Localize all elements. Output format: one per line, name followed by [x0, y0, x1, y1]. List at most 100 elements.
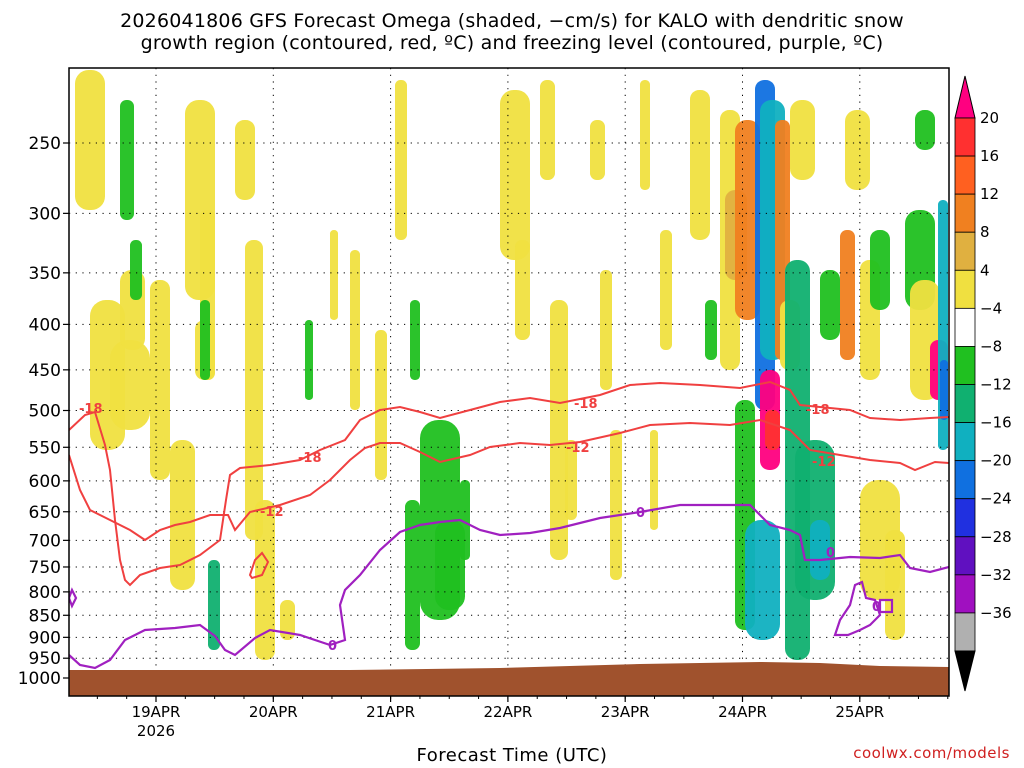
- y-tick-label: 500: [29, 402, 61, 422]
- freezing-contour-loop-right: [833, 580, 882, 637]
- dgz-contours: -18 -18 -18 -18 -12 -12 -12: [69, 380, 949, 587]
- dgz-contour-minus18: [69, 380, 949, 587]
- colorbar-label: −32: [980, 566, 1012, 584]
- y-tick-label: 950: [29, 649, 61, 669]
- omega-shade-patch: [235, 120, 255, 200]
- omega-shade-patch: [395, 80, 407, 240]
- colorbar-swatch: [954, 346, 976, 385]
- colorbar-swatch: [954, 460, 976, 500]
- omega-shade-patch: [150, 280, 170, 480]
- omega-shade-patch: [280, 600, 295, 640]
- gridlines: [69, 68, 949, 696]
- chart-title-line-1: 2026041806 GFS Forecast Omega (shaded, −…: [120, 10, 904, 32]
- colorbar-swatch: [954, 536, 976, 576]
- dgz-label: -12: [260, 505, 284, 520]
- colorbar-label: −4: [980, 299, 1002, 317]
- omega-shade-patch: [660, 230, 672, 350]
- omega-shade-patch: [705, 300, 717, 360]
- colorbar-label: 20: [980, 109, 999, 127]
- omega-shade-patch: [885, 530, 905, 640]
- omega-shade-patch: [810, 520, 830, 580]
- x-axis: 19APR 20APR 21APR 22APR 23APR 24APR 25APR 2026: [96, 696, 949, 740]
- dgz-label: -12: [566, 441, 590, 456]
- omega-shade-patch: [565, 440, 577, 520]
- y-tick-label: 900: [29, 628, 61, 648]
- x-tick-label: 23APR: [601, 703, 650, 721]
- omega-shade-patch: [200, 300, 210, 380]
- colorbar-swatch: [954, 574, 976, 614]
- omega-shade-patch: [915, 110, 935, 150]
- omega-shade-patch: [940, 360, 948, 420]
- omega-shade-patch: [460, 480, 470, 560]
- y-tick-label: 600: [29, 472, 61, 492]
- omega-shade-patch: [405, 500, 420, 650]
- credit-link[interactable]: coolwx.com/models: [853, 744, 1010, 762]
- omega-shade-patch: [245, 240, 263, 540]
- colorbar-swatch: [954, 422, 976, 462]
- colorbar-label: −24: [980, 490, 1012, 508]
- colorbar-swatch: [954, 155, 976, 195]
- y-tick-label: 350: [29, 264, 61, 284]
- colorbar-label: −36: [980, 604, 1012, 622]
- omega-shade-patch: [130, 240, 142, 300]
- y-tick-label: 450: [29, 361, 61, 381]
- omega-shade-patch: [600, 270, 612, 390]
- omega-shade-patch: [765, 410, 780, 450]
- dgz-label: -18: [298, 451, 322, 466]
- colorbar-swatch: [954, 384, 976, 423]
- chart-title-line-2: growth region (contoured, red, ºC) and f…: [140, 32, 884, 54]
- y-tick-label: 1000: [18, 669, 61, 689]
- freezing-label: 0: [636, 506, 645, 521]
- omega-shade-patch: [120, 100, 134, 220]
- colorbar: 20 16 12 8 4 −4 −8 −12 −16 −20 −24 −28 −32 −36: [954, 75, 1012, 692]
- colorbar-swatch: [954, 231, 976, 271]
- freezing-level-contours: 0 0 0 0: [69, 503, 949, 670]
- colorbar-label: 8: [980, 223, 990, 241]
- omega-shade-patch: [305, 320, 313, 400]
- omega-shade-patch: [75, 70, 105, 210]
- omega-shade-patch: [550, 300, 568, 560]
- dgz-label: -18: [79, 402, 103, 417]
- colorbar-swatch: [954, 498, 976, 538]
- colorbar-label: −16: [980, 414, 1012, 432]
- freezing-contour-loop-small: [878, 598, 894, 614]
- omega-shade-patch: [735, 120, 760, 320]
- y-tick-label: 300: [29, 204, 61, 224]
- omega-shade-patch: [350, 250, 360, 410]
- y-tick-label: 800: [29, 583, 61, 603]
- colorbar-swatch: [954, 117, 976, 157]
- dgz-label: -18: [806, 403, 830, 418]
- omega-shade-patch: [515, 240, 530, 340]
- omega-shade-patch: [820, 270, 840, 340]
- y-tick-label: 250: [29, 134, 61, 154]
- colorbar-label: −8: [980, 337, 1002, 355]
- colorbar-top-arrow: [954, 75, 976, 119]
- colorbar-label: −12: [980, 376, 1012, 394]
- omega-shade-patch: [375, 330, 387, 480]
- omega-shade-patch: [590, 120, 605, 180]
- freezing-contour-loop-left: [69, 587, 78, 609]
- omega-shade-patch: [500, 90, 530, 260]
- colorbar-label: 4: [980, 261, 990, 279]
- colorbar-label: −20: [980, 452, 1012, 470]
- x-tick-label: 20APR: [249, 703, 298, 721]
- y-tick-label: 400: [29, 315, 61, 335]
- dgz-small-loop: [248, 551, 270, 580]
- omega-shade-patch: [845, 110, 870, 190]
- freezing-label: 0: [328, 639, 337, 654]
- colorbar-swatch: [954, 193, 976, 233]
- plot-frame: [68, 67, 950, 697]
- y-tick-label: 850: [29, 606, 61, 626]
- dgz-contour-minus12: [69, 418, 949, 542]
- omega-shade-patch: [870, 230, 890, 310]
- x-tick-label: 22APR: [483, 703, 532, 721]
- omega-shade-patch: [435, 520, 465, 610]
- omega-shade-patch: [208, 560, 220, 650]
- y-tick-label: 550: [29, 438, 61, 458]
- x-tick-label: 19APR: [132, 703, 181, 721]
- y-tick-label: 650: [29, 503, 61, 523]
- colorbar-swatch: [954, 307, 976, 347]
- x-tick-label: 25APR: [835, 703, 884, 721]
- colorbar-swatch: [954, 612, 976, 652]
